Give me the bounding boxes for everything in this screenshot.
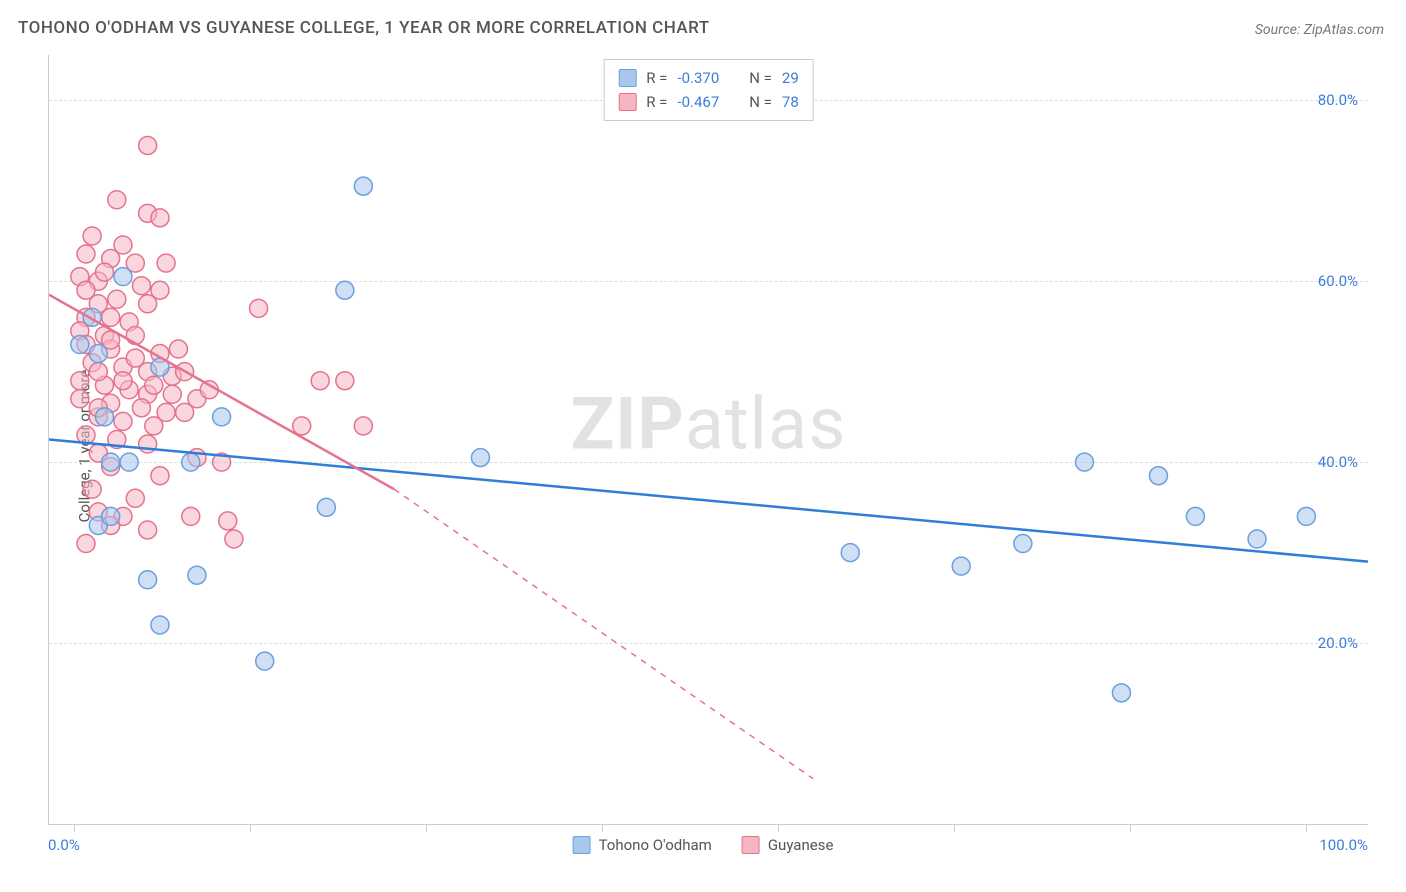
x-tick <box>426 824 427 832</box>
x-tick <box>954 824 955 832</box>
series-legend: Tohono O'odham Guyanese <box>573 836 834 854</box>
legend-swatch-series-2 <box>618 93 636 111</box>
n-value-2: 78 <box>782 90 799 114</box>
n-value-1: 29 <box>782 66 799 90</box>
x-tick <box>778 824 779 832</box>
r-label: R = <box>646 66 667 90</box>
legend-swatch-series-1 <box>618 69 636 87</box>
legend-label-1: Tohono O'odham <box>599 836 712 854</box>
correlation-row-1: R = -0.370 N = 29 <box>618 66 799 90</box>
x-tick <box>1130 824 1131 832</box>
x-axis-min-label: 0.0% <box>48 836 80 854</box>
correlation-legend: R = -0.370 N = 29 R = -0.467 N = 78 <box>603 59 814 121</box>
legend-swatch-2 <box>742 836 760 854</box>
x-axis-max-label: 100.0% <box>1319 836 1368 854</box>
chart-title: TOHONO O'ODHAM VS GUYANESE COLLEGE, 1 YE… <box>18 18 710 38</box>
r-value-1: -0.370 <box>677 66 719 90</box>
x-tick <box>250 824 251 832</box>
correlation-row-2: R = -0.467 N = 78 <box>618 90 799 114</box>
legend-swatch-1 <box>573 836 591 854</box>
legend-item-1: Tohono O'odham <box>573 836 712 854</box>
scatter-svg <box>49 55 1368 824</box>
chart-container: TOHONO O'ODHAM VS GUYANESE COLLEGE, 1 YE… <box>0 0 1406 892</box>
x-tick <box>1306 824 1307 832</box>
r-value-2: -0.467 <box>677 90 719 114</box>
n-label: N = <box>749 66 772 90</box>
x-tick <box>74 824 75 832</box>
legend-label-2: Guyanese <box>768 836 834 854</box>
source-label: Source: ZipAtlas.com <box>1255 22 1384 38</box>
r-label: R = <box>646 90 667 114</box>
x-tick <box>602 824 603 832</box>
n-label: N = <box>749 90 772 114</box>
plot-area: R = -0.370 N = 29 R = -0.467 N = 78 ZIPa… <box>48 55 1368 825</box>
legend-item-2: Guyanese <box>742 836 834 854</box>
